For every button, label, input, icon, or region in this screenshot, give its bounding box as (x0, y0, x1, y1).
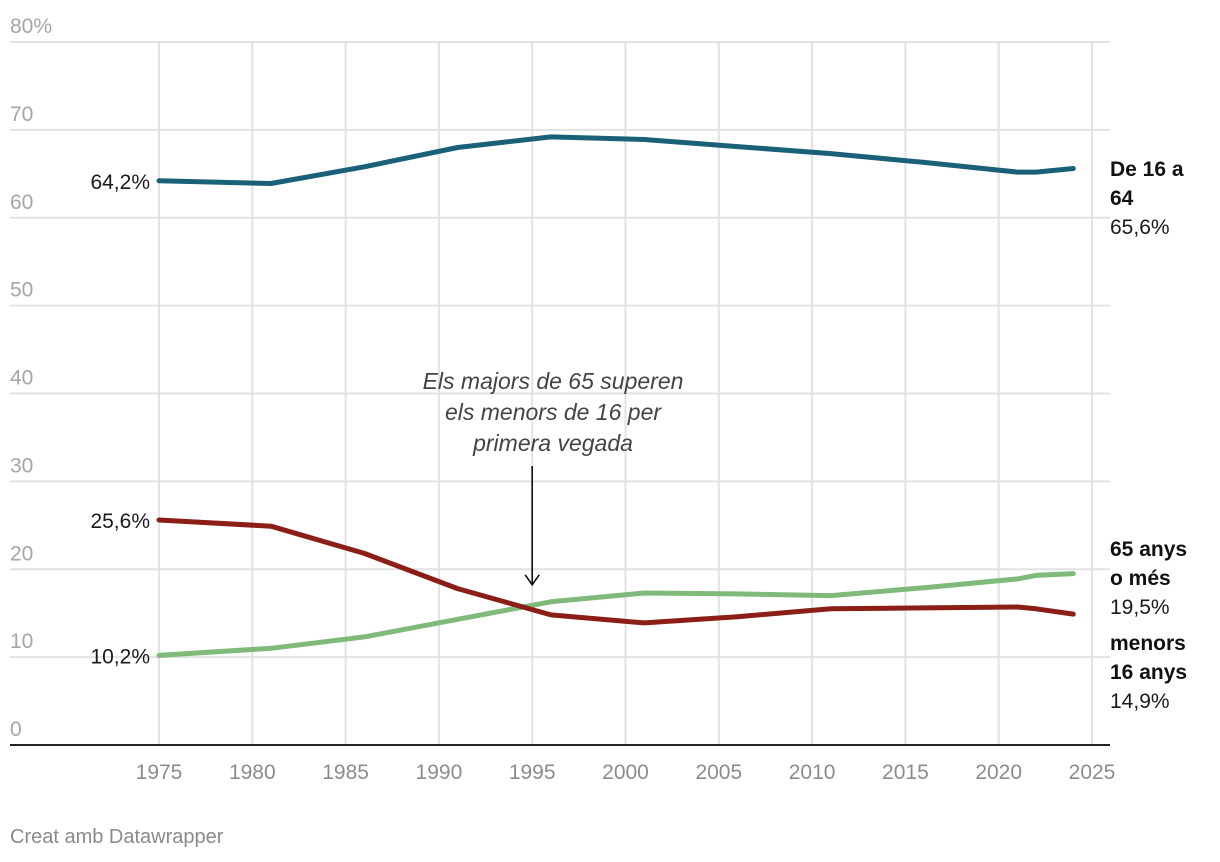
end-label-value-elderly: 19,5% (1110, 596, 1170, 619)
annotation-text: Els majors de 65 superen (423, 368, 684, 394)
x-tick-label: 1985 (322, 761, 369, 784)
start-label-working: 64,2% (90, 171, 150, 194)
annotation-text: els menors de 16 per (445, 399, 662, 425)
x-tick-label: 1975 (136, 761, 183, 784)
x-tick-label: 2015 (882, 761, 929, 784)
end-label-name-young: menors (1110, 632, 1186, 655)
x-tick-label: 2020 (975, 761, 1022, 784)
series-lines (156, 134, 1076, 658)
annotation-text: primera vegada (472, 430, 633, 456)
y-tick-label: 0 (10, 718, 22, 741)
y-tick-label: 60 (10, 191, 33, 214)
x-tick-label: 2000 (602, 761, 649, 784)
x-axis-ticks: 1975 1980 1985 1990 1995 2000 2005 2010 2015 2020… (136, 761, 1116, 784)
annotation-arrow-head (524, 574, 540, 587)
x-tick-label: 1980 (229, 761, 276, 784)
end-label-value-young: 14,9% (1110, 690, 1170, 713)
series-line-elderly (156, 571, 1076, 658)
y-tick-label: 80% (10, 15, 52, 38)
y-tick-label: 40 (10, 367, 33, 390)
end-label-name-working: De 16 a (1110, 158, 1184, 181)
y-tick-label: 10 (10, 630, 33, 653)
x-tick-label: 1990 (416, 761, 463, 784)
series-labels: 64,2% 25,6% 10,2% De 16 a 64 65,6% menors 16 an… (90, 158, 1187, 713)
x-tick-label: 2005 (695, 761, 742, 784)
end-label-name-young: 16 anys (1110, 661, 1187, 684)
credit-text: Creat amb Datawrapper (10, 826, 224, 848)
series-line-working (156, 134, 1076, 186)
annotation: Els majors de 65 superen els menors de 16… (423, 368, 684, 587)
end-label-value-working: 65,6% (1110, 216, 1170, 239)
grid-lines (10, 41, 1110, 746)
start-label-young: 25,6% (90, 510, 150, 533)
end-label-name-working: 64 (1110, 187, 1134, 210)
y-tick-label: 30 (10, 454, 33, 477)
start-label-elderly: 10,2% (90, 645, 150, 668)
x-tick-label: 2010 (789, 761, 836, 784)
y-tick-label: 70 (10, 103, 33, 126)
y-tick-label: 50 (10, 279, 33, 302)
x-tick-label: 2025 (1069, 761, 1116, 784)
y-tick-label: 20 (10, 542, 33, 565)
end-label-name-elderly: 65 anys (1110, 538, 1187, 561)
end-label-name-elderly: o més (1110, 567, 1171, 590)
series-line-young (156, 517, 1076, 626)
x-tick-label: 1995 (509, 761, 556, 784)
y-axis-ticks: 0 10 20 30 40 50 60 70 80% (10, 15, 52, 741)
